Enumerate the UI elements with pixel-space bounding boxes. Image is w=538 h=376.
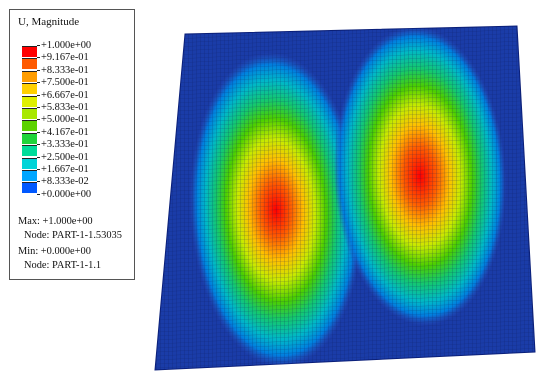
legend-value-label: +1.667e-01 xyxy=(41,164,89,175)
mesh-grid xyxy=(155,26,535,370)
legend-row: +1.667e-01 xyxy=(22,164,132,182)
legend-value-label: +7.500e-01 xyxy=(41,77,89,89)
legend-row: +8.333e-01 xyxy=(22,65,132,83)
min-value-label: Min: +0.000e+00 xyxy=(18,246,91,257)
legend-swatch xyxy=(22,182,37,194)
legend-tick xyxy=(37,119,40,121)
min-node-label: Node: PART-1-1.1 xyxy=(24,260,102,271)
legend-tick xyxy=(37,82,40,84)
legend-swatch xyxy=(22,145,37,157)
max-node-label: Node: PART-1-1.53035 xyxy=(24,230,122,241)
legend-row: +7.500e-01 xyxy=(22,77,132,95)
legend-tick xyxy=(37,57,40,59)
legend-swatch xyxy=(22,132,37,144)
legend-value-label: +5.000e-01 xyxy=(41,114,89,126)
legend-value-label: +0.000e+00 xyxy=(41,188,92,200)
legend-row: +8.333e-02 xyxy=(22,176,132,194)
legend-tick xyxy=(37,131,40,133)
legend-tick xyxy=(37,193,40,195)
legend-tick xyxy=(37,169,40,170)
legend-tick xyxy=(37,156,40,158)
legend-swatch xyxy=(22,170,37,181)
legend-tick xyxy=(37,94,40,96)
legend-value-label: +8.333e-02 xyxy=(41,176,89,188)
legend-swatch xyxy=(22,70,37,82)
legend-value-label: +8.333e-01 xyxy=(41,64,89,76)
legend-tick xyxy=(37,181,40,183)
legend-row: +1.000e+00 xyxy=(22,40,132,58)
legend-row: +3.333e-01 xyxy=(22,139,132,157)
max-value-label: Max: +1.000e+00 xyxy=(18,216,93,227)
legend-tick xyxy=(37,69,40,71)
legend-swatch xyxy=(22,157,37,169)
legend-value-label: +9.167e-01 xyxy=(41,52,89,64)
legend-row: +6.667e-01 xyxy=(22,90,132,108)
legend-swatch xyxy=(22,83,37,95)
legend-value-label: +6.667e-01 xyxy=(41,89,89,101)
legend-swatch xyxy=(22,46,37,57)
legend-row: +5.833e-01 xyxy=(22,102,132,120)
legend-tick xyxy=(37,107,40,108)
legend-tick xyxy=(37,45,40,46)
legend-row: +4.167e-01 xyxy=(22,127,132,145)
legend-value-label: +1.000e+00 xyxy=(41,40,92,51)
legend-panel: U, Magnitude +1.000e+00 +9.167e-01 +8.333e… xyxy=(9,9,135,280)
legend-swatch xyxy=(22,58,37,70)
legend-swatch xyxy=(22,108,37,119)
legend-row: +2.500e-01 xyxy=(22,152,132,170)
legend-title: U, Magnitude xyxy=(18,16,80,28)
legend-swatch xyxy=(22,95,37,107)
legend-value-label: +2.500e-01 xyxy=(41,151,89,163)
legend-row: +9.167e-01 xyxy=(22,52,132,70)
legend-value-label: +3.333e-01 xyxy=(41,139,89,151)
legend-value-label: +4.167e-01 xyxy=(41,126,89,138)
legend-row: +0.000e+00 xyxy=(22,189,132,207)
legend-swatch xyxy=(22,120,37,132)
legend-row: +5.000e-01 xyxy=(22,114,132,132)
legend-value-label: +5.833e-01 xyxy=(41,102,89,113)
legend-tick xyxy=(37,144,40,146)
